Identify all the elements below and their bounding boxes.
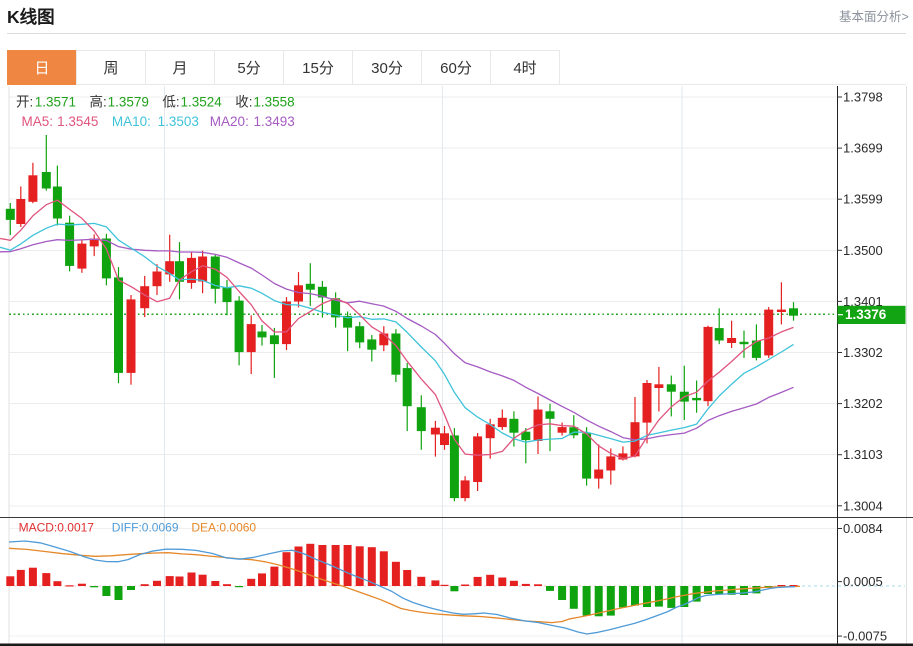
svg-text:1.3376: 1.3376 <box>845 307 887 322</box>
svg-text:0.0005: 0.0005 <box>843 574 883 589</box>
svg-text:1.3500: 1.3500 <box>843 243 883 258</box>
svg-text:1.3798: 1.3798 <box>843 90 883 105</box>
svg-text:1.3401: 1.3401 <box>843 294 883 309</box>
svg-text:1.3103: 1.3103 <box>843 447 883 462</box>
svg-text:1.3302: 1.3302 <box>843 345 883 360</box>
svg-text:1.3699: 1.3699 <box>843 141 883 156</box>
svg-text:0.0084: 0.0084 <box>843 521 883 536</box>
svg-text:1.3599: 1.3599 <box>843 192 883 207</box>
svg-text:1.3202: 1.3202 <box>843 396 883 411</box>
svg-text:-0.0075: -0.0075 <box>843 629 887 644</box>
svg-text:1.3004: 1.3004 <box>843 498 883 513</box>
